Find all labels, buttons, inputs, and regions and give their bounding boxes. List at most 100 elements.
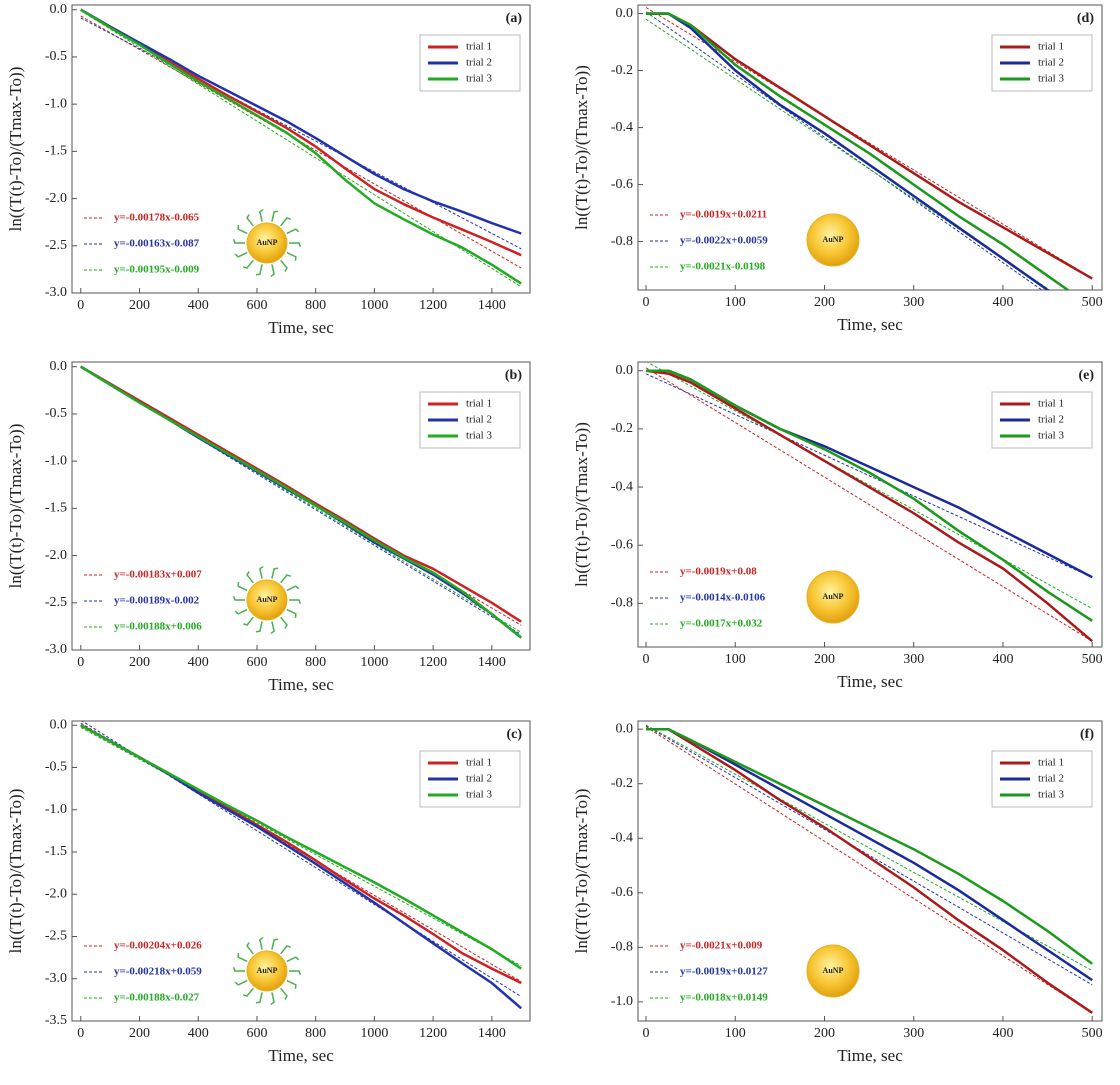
x-tick-label: 100	[725, 1026, 746, 1041]
plot-frame	[637, 4, 1103, 291]
nanoparticle-label: AuNP	[257, 966, 278, 975]
fit-label: y=-0.0018x+0.0149	[680, 992, 768, 1004]
x-tick-label: 200	[129, 298, 150, 313]
y-tick-label: -3.5	[45, 1013, 67, 1028]
y-axis-label: ln((T(t)-To)/(Tmax-To))	[6, 424, 25, 589]
y-tick-label: -0.2	[611, 63, 633, 78]
panel: 0.0 -0.5 -1.0 -1.5 -2.0 -2.5 -3.0 0 200 400 600 800…	[6, 2, 531, 337]
y-tick-label: 0.0	[616, 721, 634, 736]
legend-label: trial 1	[466, 757, 492, 769]
ligand	[280, 616, 288, 629]
ligand	[237, 953, 248, 963]
x-tick-label: 800	[305, 298, 326, 313]
data-line	[646, 12, 1071, 290]
ligand	[271, 210, 279, 222]
fit-line	[645, 373, 1093, 578]
ligand	[280, 945, 291, 955]
y-tick-label: -0.4	[611, 120, 633, 135]
ligand	[234, 251, 248, 258]
ligand	[259, 208, 264, 222]
data-line	[80, 365, 522, 623]
data-line	[80, 8, 522, 285]
ligand	[234, 979, 248, 986]
plot-frame	[637, 361, 1103, 648]
fit-label: y=-0.0022x+0.0059	[680, 235, 768, 247]
nanoparticle	[246, 950, 288, 992]
ligand	[243, 616, 254, 626]
ligand	[280, 217, 291, 227]
x-tick-label: 0	[643, 1026, 650, 1041]
legend-label: trial 3	[466, 789, 492, 801]
ligand	[280, 987, 288, 1000]
x-axis-label: Time, sec	[268, 1046, 334, 1065]
ligand	[289, 242, 302, 247]
y-tick-label: -2.5	[45, 929, 67, 944]
legend-label: trial 1	[1038, 398, 1064, 410]
nanoparticle-label: AuNP	[257, 595, 278, 604]
ligand	[259, 565, 264, 579]
plot-frame	[71, 720, 531, 1022]
y-tick-label: -0.4	[611, 830, 633, 845]
ligand	[286, 979, 297, 989]
data-line	[646, 727, 1093, 1014]
x-tick-label: 200	[814, 295, 835, 310]
legend-label: trial 2	[466, 414, 492, 426]
y-tick-label: 0.0	[616, 6, 634, 21]
y-axis-label: ln((T(t)-To)/(Tmax-To))	[572, 65, 591, 230]
y-tick-label: -3.0	[45, 285, 67, 300]
y-tick-label: 0.0	[616, 363, 634, 378]
plot-frame	[71, 361, 531, 651]
ligand	[286, 251, 297, 261]
panel: 0.0 -0.2 -0.4 -0.6 -0.8 0 100 200 300 400 500 Time,…	[572, 4, 1103, 334]
fit-label: y=-0.00188x-0.027	[114, 992, 200, 1004]
fit-line	[80, 10, 522, 288]
fit-label: y=-0.0019x+0.0127	[680, 966, 768, 978]
legend-label: trial 2	[1038, 773, 1064, 785]
ligand	[286, 585, 300, 592]
y-tick-label: -1.5	[45, 501, 67, 516]
fit-label: y=-0.0017x+0.032	[680, 618, 763, 630]
fit-line	[645, 11, 1043, 290]
y-tick-label: -0.6	[611, 537, 633, 552]
x-tick-label: 200	[129, 655, 150, 670]
y-tick-label: -3.0	[45, 642, 67, 657]
fit-label: y=-0.00178x-0.065	[114, 212, 200, 224]
fit-line	[645, 725, 1093, 986]
nanoparticle	[806, 570, 860, 624]
ligand	[255, 264, 263, 276]
x-tick-label: 600	[246, 298, 267, 313]
legend-label: trial 2	[1038, 57, 1064, 69]
nanoparticle-label: AuNP	[823, 966, 844, 975]
x-axis-label: Time, sec	[268, 318, 334, 337]
ligand	[232, 239, 245, 244]
x-tick-label: 1400	[478, 1026, 506, 1041]
plot-area	[80, 365, 522, 639]
ligand	[289, 970, 302, 975]
ligand	[243, 987, 254, 997]
plot-area	[645, 724, 1093, 1014]
legend-label: trial 1	[466, 398, 492, 410]
legend-label: trial 1	[1038, 41, 1064, 53]
y-tick-label: 0.0	[50, 2, 68, 17]
x-tick-label: 400	[992, 295, 1013, 310]
data-line	[80, 365, 522, 639]
fit-label: y=-0.00188x+0.006	[114, 621, 202, 633]
ligand	[270, 992, 275, 1006]
ligand	[237, 582, 248, 592]
panel-label: (d)	[1077, 11, 1094, 26]
x-tick-label: 1000	[360, 298, 388, 313]
ligand	[246, 214, 254, 227]
y-axis-label: ln((T(t)-To)/(Tmax-To))	[572, 422, 591, 587]
fit-label: y=-0.00163x-0.087	[114, 238, 200, 250]
x-tick-label: 400	[992, 1026, 1013, 1041]
ligand	[243, 259, 254, 269]
x-tick-label: 200	[814, 1026, 835, 1041]
y-tick-label: -1.0	[45, 453, 67, 468]
fit-label: y=-0.0021x-0.0198	[680, 261, 766, 273]
y-tick-label: -0.8	[611, 234, 633, 249]
panel-label: (e)	[1078, 368, 1094, 383]
x-tick-label: 1200	[419, 298, 447, 313]
x-tick-label: 500	[1082, 295, 1103, 310]
ligand	[255, 621, 263, 633]
